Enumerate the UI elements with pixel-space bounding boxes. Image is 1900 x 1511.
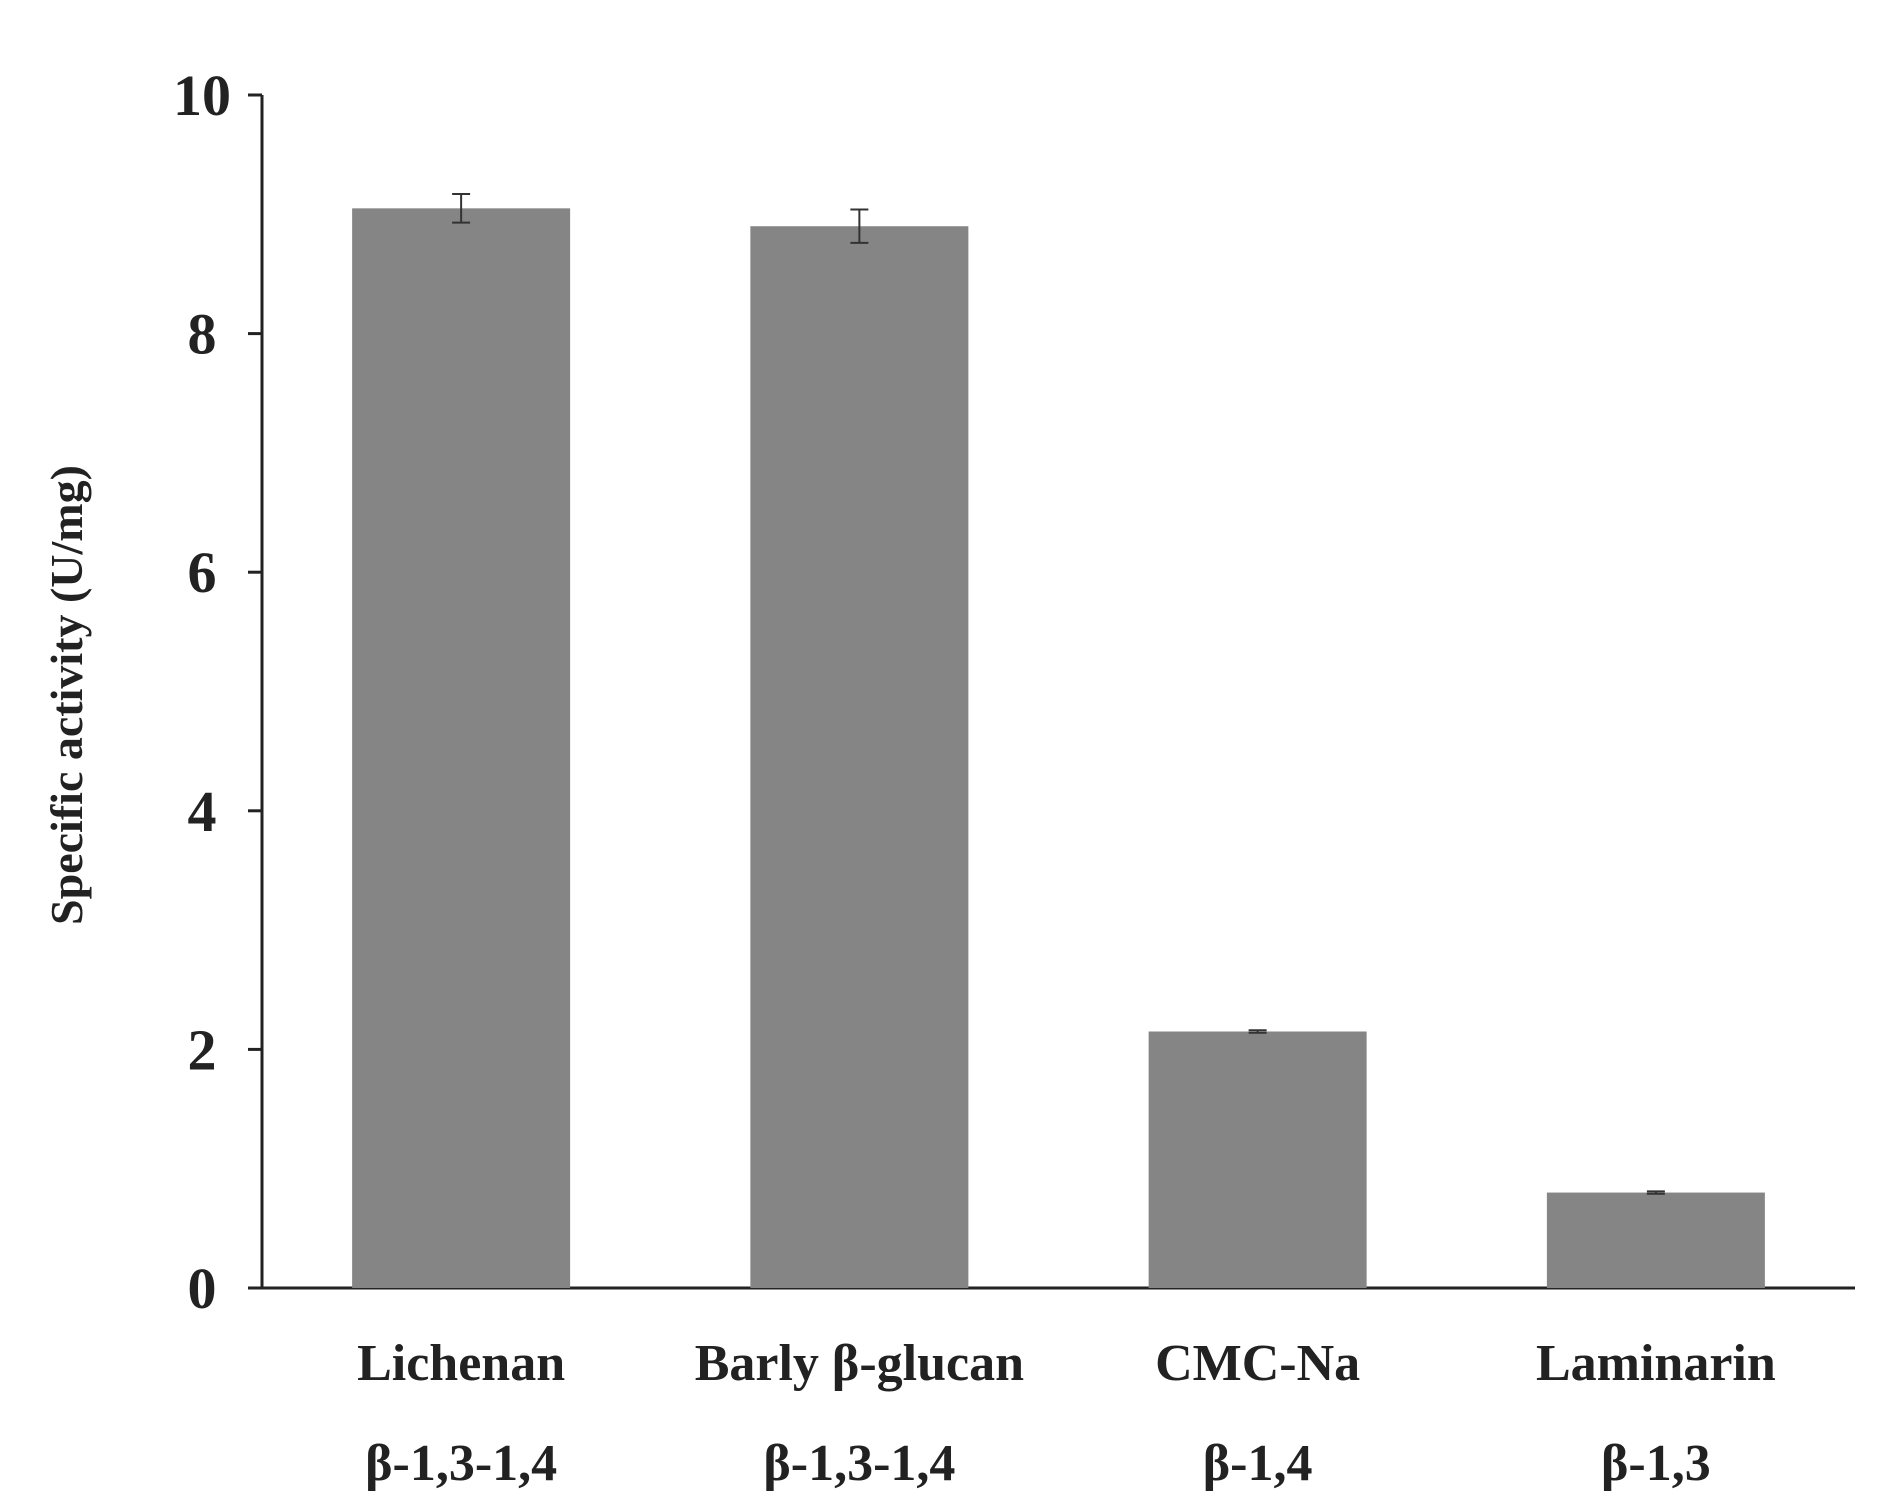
bars (352, 208, 1765, 1289)
bar (1148, 1031, 1367, 1288)
bar (750, 226, 969, 1289)
y-tick-label: 6 (188, 540, 217, 605)
error-bar (850, 208, 869, 244)
bar (1546, 1192, 1765, 1288)
category-labels: Lichenan β-1,3-1,4 Barly β-glucan β-1,3-1,4… (357, 1335, 1776, 1492)
x-linkage-label: β-1,3 (1601, 1435, 1711, 1492)
x-linkage-label: β-1,3-1,4 (763, 1435, 955, 1492)
x-category-label: Laminarin (1536, 1335, 1776, 1392)
y-tick-label: 2 (188, 1017, 217, 1082)
error-bar (452, 193, 471, 224)
y-tick-label: 0 (188, 1256, 217, 1321)
error-bars (452, 193, 1665, 1195)
error-bar (1646, 1190, 1665, 1195)
x-linkage-label: β-1,3-1,4 (365, 1435, 557, 1492)
bar (352, 208, 571, 1289)
x-category-label: Lichenan (357, 1335, 565, 1392)
y-tick-label: 4 (188, 779, 217, 844)
y-tick-label: 8 (188, 302, 217, 367)
x-category-label: CMC-Na (1155, 1335, 1360, 1392)
x-category-label: Barly β-glucan (695, 1335, 1024, 1392)
x-linkage-label: β-1,4 (1203, 1435, 1313, 1492)
error-bar (1248, 1029, 1267, 1034)
y-tick-label: 10 (173, 63, 231, 128)
y-axis-label: Specific activity (U/mg) (41, 465, 92, 925)
y-ticks: 0 2 4 6 8 10 (173, 63, 262, 1321)
